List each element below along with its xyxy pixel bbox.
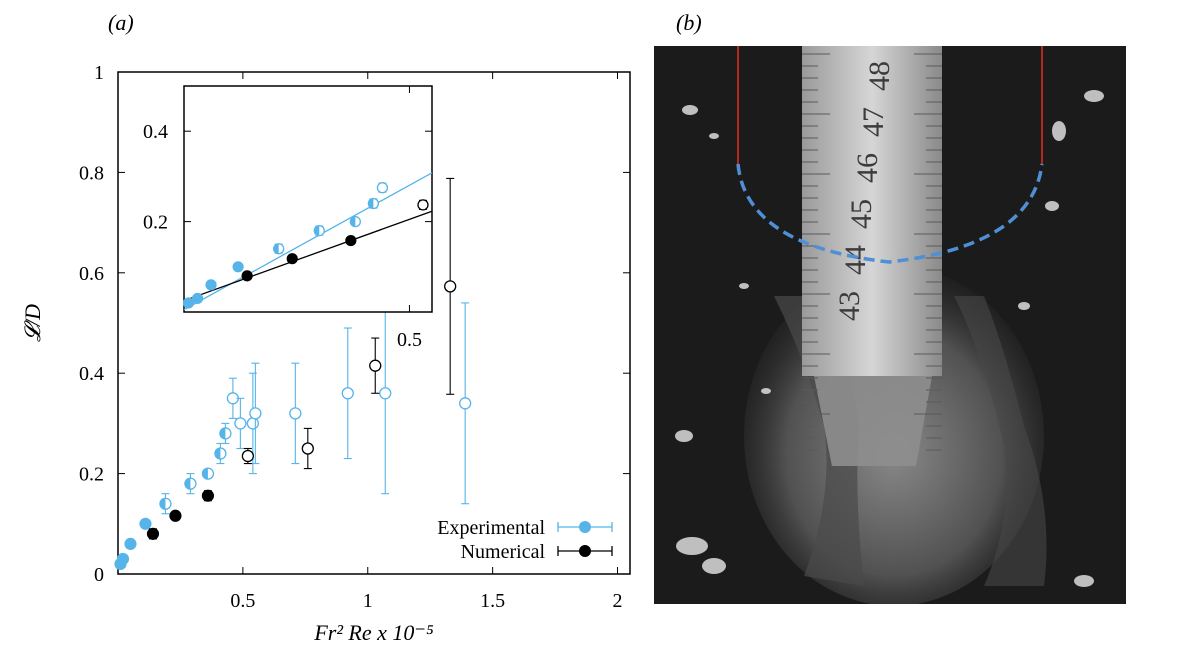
cavity-dashed-curve — [736, 163, 1044, 264]
main-numerical-point-5 — [369, 359, 382, 372]
inset-ytick-label-0: 0.2 — [143, 212, 168, 234]
inset-numerical-point-1 — [286, 253, 298, 265]
inset-plot-background — [183, 85, 433, 313]
main-ytick-label-3: 0.6 — [79, 263, 104, 285]
chart-panel-a: 0.5 1 1.5 2 0 0.2 0.4 0.6 0.8 1 𝓛/D Fr² Re x 10⁻⁵… — [20, 62, 631, 645]
inset-xtick-label-0: 0.5 — [397, 329, 422, 351]
legend-marker-numerical — [557, 545, 613, 557]
x-axis-title: Fr² Re x 10⁻⁵ — [313, 620, 434, 645]
main-numerical-point-6 — [444, 280, 457, 293]
y-axis-title: 𝓛/D — [20, 304, 45, 342]
inset-axis-ticks: 0.5 0.2 0.4 — [143, 86, 432, 351]
main-experimental-point-8 — [219, 427, 232, 440]
jet-photograph: 48 47 46 45 44 43 — [654, 46, 1126, 606]
ruler-mark-48: 48 — [863, 61, 896, 91]
inset-experimental-point-0 — [182, 297, 195, 309]
splash-right — [954, 296, 1047, 586]
main-xtick-label-0: 0.5 — [230, 590, 255, 612]
inset-series-experimental — [182, 182, 389, 309]
main-experimental-point-4 — [159, 497, 172, 510]
bright-speckles — [675, 90, 1104, 587]
legend-label-experimental: Experimental — [437, 517, 545, 539]
main-ytick-label-0: 0 — [94, 564, 104, 586]
inset-experimental-point-8 — [376, 182, 389, 194]
inset-experimental-point-1 — [191, 292, 204, 305]
main-experimental-point-5 — [184, 477, 197, 490]
main-experimental-point-14 — [341, 387, 354, 400]
main-experimental-point-2 — [124, 537, 137, 550]
main-numerical-point-2 — [201, 489, 215, 502]
inset-experimental-point-4 — [273, 243, 285, 255]
inset-experimental-point-5 — [313, 224, 325, 237]
main-numerical-point-1 — [169, 509, 182, 522]
main-experimental-point-15 — [379, 387, 392, 400]
inset-fit-line-experimental — [183, 172, 433, 311]
legend-marker-experimental — [557, 521, 613, 533]
main-experimental-point-3 — [139, 517, 152, 530]
inset-experimental-point-7 — [367, 197, 380, 210]
legend: Experimental Numerical — [437, 517, 613, 563]
inset-numerical-point-2 — [345, 234, 357, 247]
main-xtick-label-1: 1 — [363, 590, 373, 612]
main-plot-frame — [117, 71, 631, 575]
main-data-layer — [114, 177, 472, 571]
main-series-experimental — [114, 292, 472, 571]
main-experimental-point-12 — [249, 407, 262, 420]
inset-numerical-point-3 — [417, 199, 429, 211]
main-numerical-point-0 — [146, 527, 160, 540]
inset-experimental-point-6 — [349, 215, 361, 228]
inset-ytick-label-1: 0.4 — [143, 121, 168, 143]
main-xtick-label-2: 1.5 — [480, 590, 505, 612]
main-ytick-label-1: 0.2 — [79, 464, 104, 486]
ruler-rod-lower — [814, 376, 932, 466]
inset-series-numerical — [241, 199, 429, 282]
main-experimental-point-16 — [459, 397, 472, 410]
inset-experimental-point-2 — [205, 279, 217, 291]
main-experimental-point-1 — [116, 552, 130, 566]
ruler-mark-45: 45 — [845, 199, 878, 229]
main-experimental-point-13 — [289, 407, 302, 420]
ruler-ticks — [802, 53, 942, 451]
inset-experimental-point-3 — [232, 261, 244, 273]
ruler-mark-46: 46 — [851, 153, 884, 183]
main-ytick-label-5: 1 — [94, 62, 104, 84]
ruler-mark-47: 47 — [857, 107, 890, 137]
ruler-rod — [802, 46, 942, 376]
main-ytick-label-2: 0.4 — [79, 363, 104, 385]
main-xtick-label-3: 2 — [613, 590, 623, 612]
legend-label-numerical: Numerical — [461, 541, 546, 563]
panel-a-label: (a) — [108, 10, 134, 35]
main-numerical-point-4 — [301, 442, 314, 455]
main-numerical-point-3 — [241, 449, 255, 463]
inset-fit-line-numerical — [183, 210, 433, 302]
main-series-numerical — [146, 177, 457, 540]
main-experimental-point-6 — [201, 467, 215, 480]
inset-numerical-point-0 — [241, 270, 253, 282]
inset-data-layer — [182, 172, 433, 311]
main-ytick-label-4: 0.8 — [79, 162, 104, 184]
main-axis-ticks: 0.5 1 1.5 2 0 0.2 0.4 0.6 0.8 1 — [79, 62, 630, 612]
ruler-mark-43: 43 — [833, 291, 866, 321]
main-experimental-point-10 — [234, 417, 247, 430]
main-experimental-point-7 — [214, 447, 227, 460]
panel-b-label: (b) — [676, 10, 702, 35]
main-experimental-point-11 — [246, 417, 260, 430]
